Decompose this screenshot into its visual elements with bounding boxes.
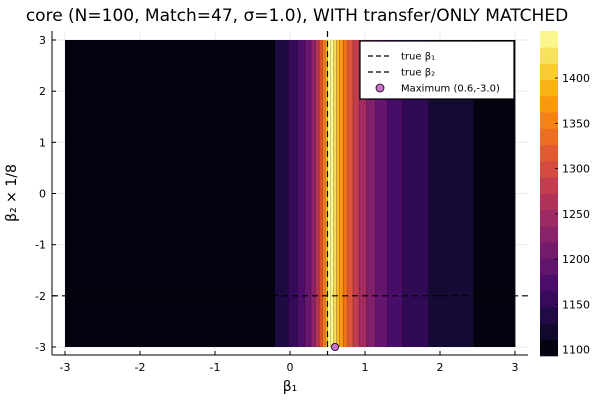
legend-box: [359, 40, 515, 100]
y-tick-label: 3: [39, 34, 46, 47]
colorbar-level: [540, 193, 558, 211]
contour-band: [315, 40, 320, 347]
contour-band: [347, 40, 354, 347]
contour-band: [336, 40, 340, 347]
colorbar-level: [540, 258, 558, 276]
y-tick-label: 2: [39, 85, 46, 98]
colorbar-tick-label: 1100: [562, 344, 590, 357]
contour-band: [375, 40, 388, 347]
colorbar-level: [540, 128, 558, 146]
x-tick-label: -3: [60, 361, 71, 374]
plot-area: [52, 31, 528, 355]
contour-band: [366, 40, 376, 347]
legend-label: true β₂: [401, 68, 435, 79]
colorbar-level: [540, 47, 558, 64]
y-tick-label: 0: [39, 188, 46, 201]
colorbar-level: [540, 177, 558, 194]
contour-band: [275, 40, 289, 347]
colorbar-level: [540, 161, 558, 178]
x-axis-title: β₁: [283, 379, 298, 395]
contour-band: [330, 40, 334, 347]
colorbar-tick-label: 1250: [562, 208, 590, 221]
colorbar: 1100 1150 1200 1250 1300 1350 1400: [540, 31, 590, 357]
colorbar-level: [540, 291, 558, 308]
y-tick-label: -2: [35, 290, 46, 303]
x-tick-label: 1: [362, 361, 369, 374]
contour-band: [322, 40, 326, 347]
contour-band: [327, 40, 331, 347]
y-axis-title: β₂ × 1/8: [4, 164, 20, 222]
x-tick-label: -1: [210, 361, 221, 374]
contour-band: [288, 40, 298, 347]
x-tick-label: -2: [135, 361, 146, 374]
axes: -3 -2 -1 0 1 2 3 -3 -2 -1 0 1 2 3: [35, 31, 528, 374]
colorbar-level: [540, 307, 558, 324]
colorbar-level: [540, 209, 558, 227]
contour-band: [359, 40, 367, 347]
y-tick-label: -1: [35, 239, 46, 252]
colorbar-level: [540, 31, 558, 48]
colorbar-tick-label: 1200: [562, 253, 590, 266]
contour-band: [297, 40, 306, 347]
colorbar-tick-label: 1300: [562, 163, 590, 176]
colorbar-level: [540, 96, 558, 113]
contour-band: [325, 40, 328, 347]
contour-band: [333, 40, 337, 347]
contour-band: [305, 40, 312, 347]
x-tick-label: 2: [437, 361, 444, 374]
colorbar-level: [540, 339, 558, 357]
y-tick-label: 1: [39, 136, 46, 149]
colorbar-level: [540, 323, 558, 341]
colorbar-level: [540, 79, 558, 97]
contour-band: [339, 40, 344, 347]
colorbar-level: [540, 226, 558, 243]
contour-band: [65, 40, 276, 347]
maximum-point-marker: [330, 342, 339, 351]
legend-label: true β₁: [401, 52, 435, 63]
legend: true β₁ true β₂ Maximum (0.6,-3.0): [359, 40, 515, 100]
colorbar-level: [540, 112, 558, 129]
colorbar-tick-label: 1350: [562, 117, 590, 130]
colorbar-tick-label: 1400: [562, 72, 590, 85]
contour-band: [387, 40, 403, 347]
colorbar-level: [540, 274, 558, 292]
x-tick-label: 0: [287, 361, 294, 374]
colorbar-level: [540, 63, 558, 81]
contour-band: [311, 40, 316, 347]
legend-swatch-marker: [375, 83, 385, 93]
contour-band: [353, 40, 360, 347]
colorbar-level: [540, 242, 558, 259]
x-tick-label: 3: [512, 361, 519, 374]
colorbar-level: [540, 144, 558, 162]
contour-band: [319, 40, 323, 347]
contour-band: [343, 40, 349, 347]
legend-label: Maximum (0.6,-3.0): [401, 84, 500, 95]
chart-title: core (N=100, Match=47, σ=1.0), WITH tran…: [26, 6, 568, 26]
y-tick-label: -3: [35, 341, 46, 354]
colorbar-tick-label: 1150: [562, 298, 590, 311]
